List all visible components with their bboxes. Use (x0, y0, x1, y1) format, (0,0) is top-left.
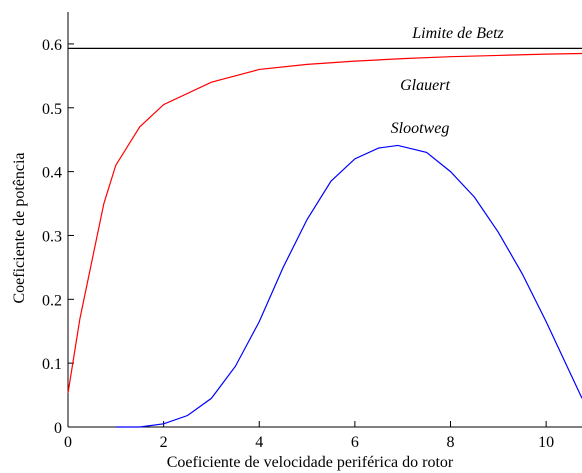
series-label: Limite de Betz (411, 25, 504, 42)
series-label: Slootweg (391, 120, 450, 137)
y-tick-label: 0.1 (42, 356, 62, 373)
x-tick-label: 6 (351, 434, 359, 451)
x-tick-label: 0 (64, 434, 72, 451)
x-tick-label: 2 (160, 434, 168, 451)
y-tick-label: 0.6 (42, 37, 62, 54)
x-tick-label: 10 (538, 434, 554, 451)
x-tick-label: 8 (447, 434, 455, 451)
series-label: Glauert (400, 77, 450, 94)
y-tick-label: 0.5 (42, 101, 62, 118)
y-tick-label: 0.3 (42, 228, 62, 245)
y-tick-label: 0.2 (42, 292, 62, 309)
x-tick-label: 4 (255, 434, 263, 451)
y-tick-label: 0 (54, 420, 62, 437)
y-tick-label: 0.4 (42, 165, 62, 182)
series-line (115, 144, 582, 428)
y-axis-label: Coeficiente de potência (11, 152, 28, 303)
series-line (67, 52, 582, 394)
x-axis-label: Coeficiente de velocidade periférica do … (167, 454, 454, 471)
